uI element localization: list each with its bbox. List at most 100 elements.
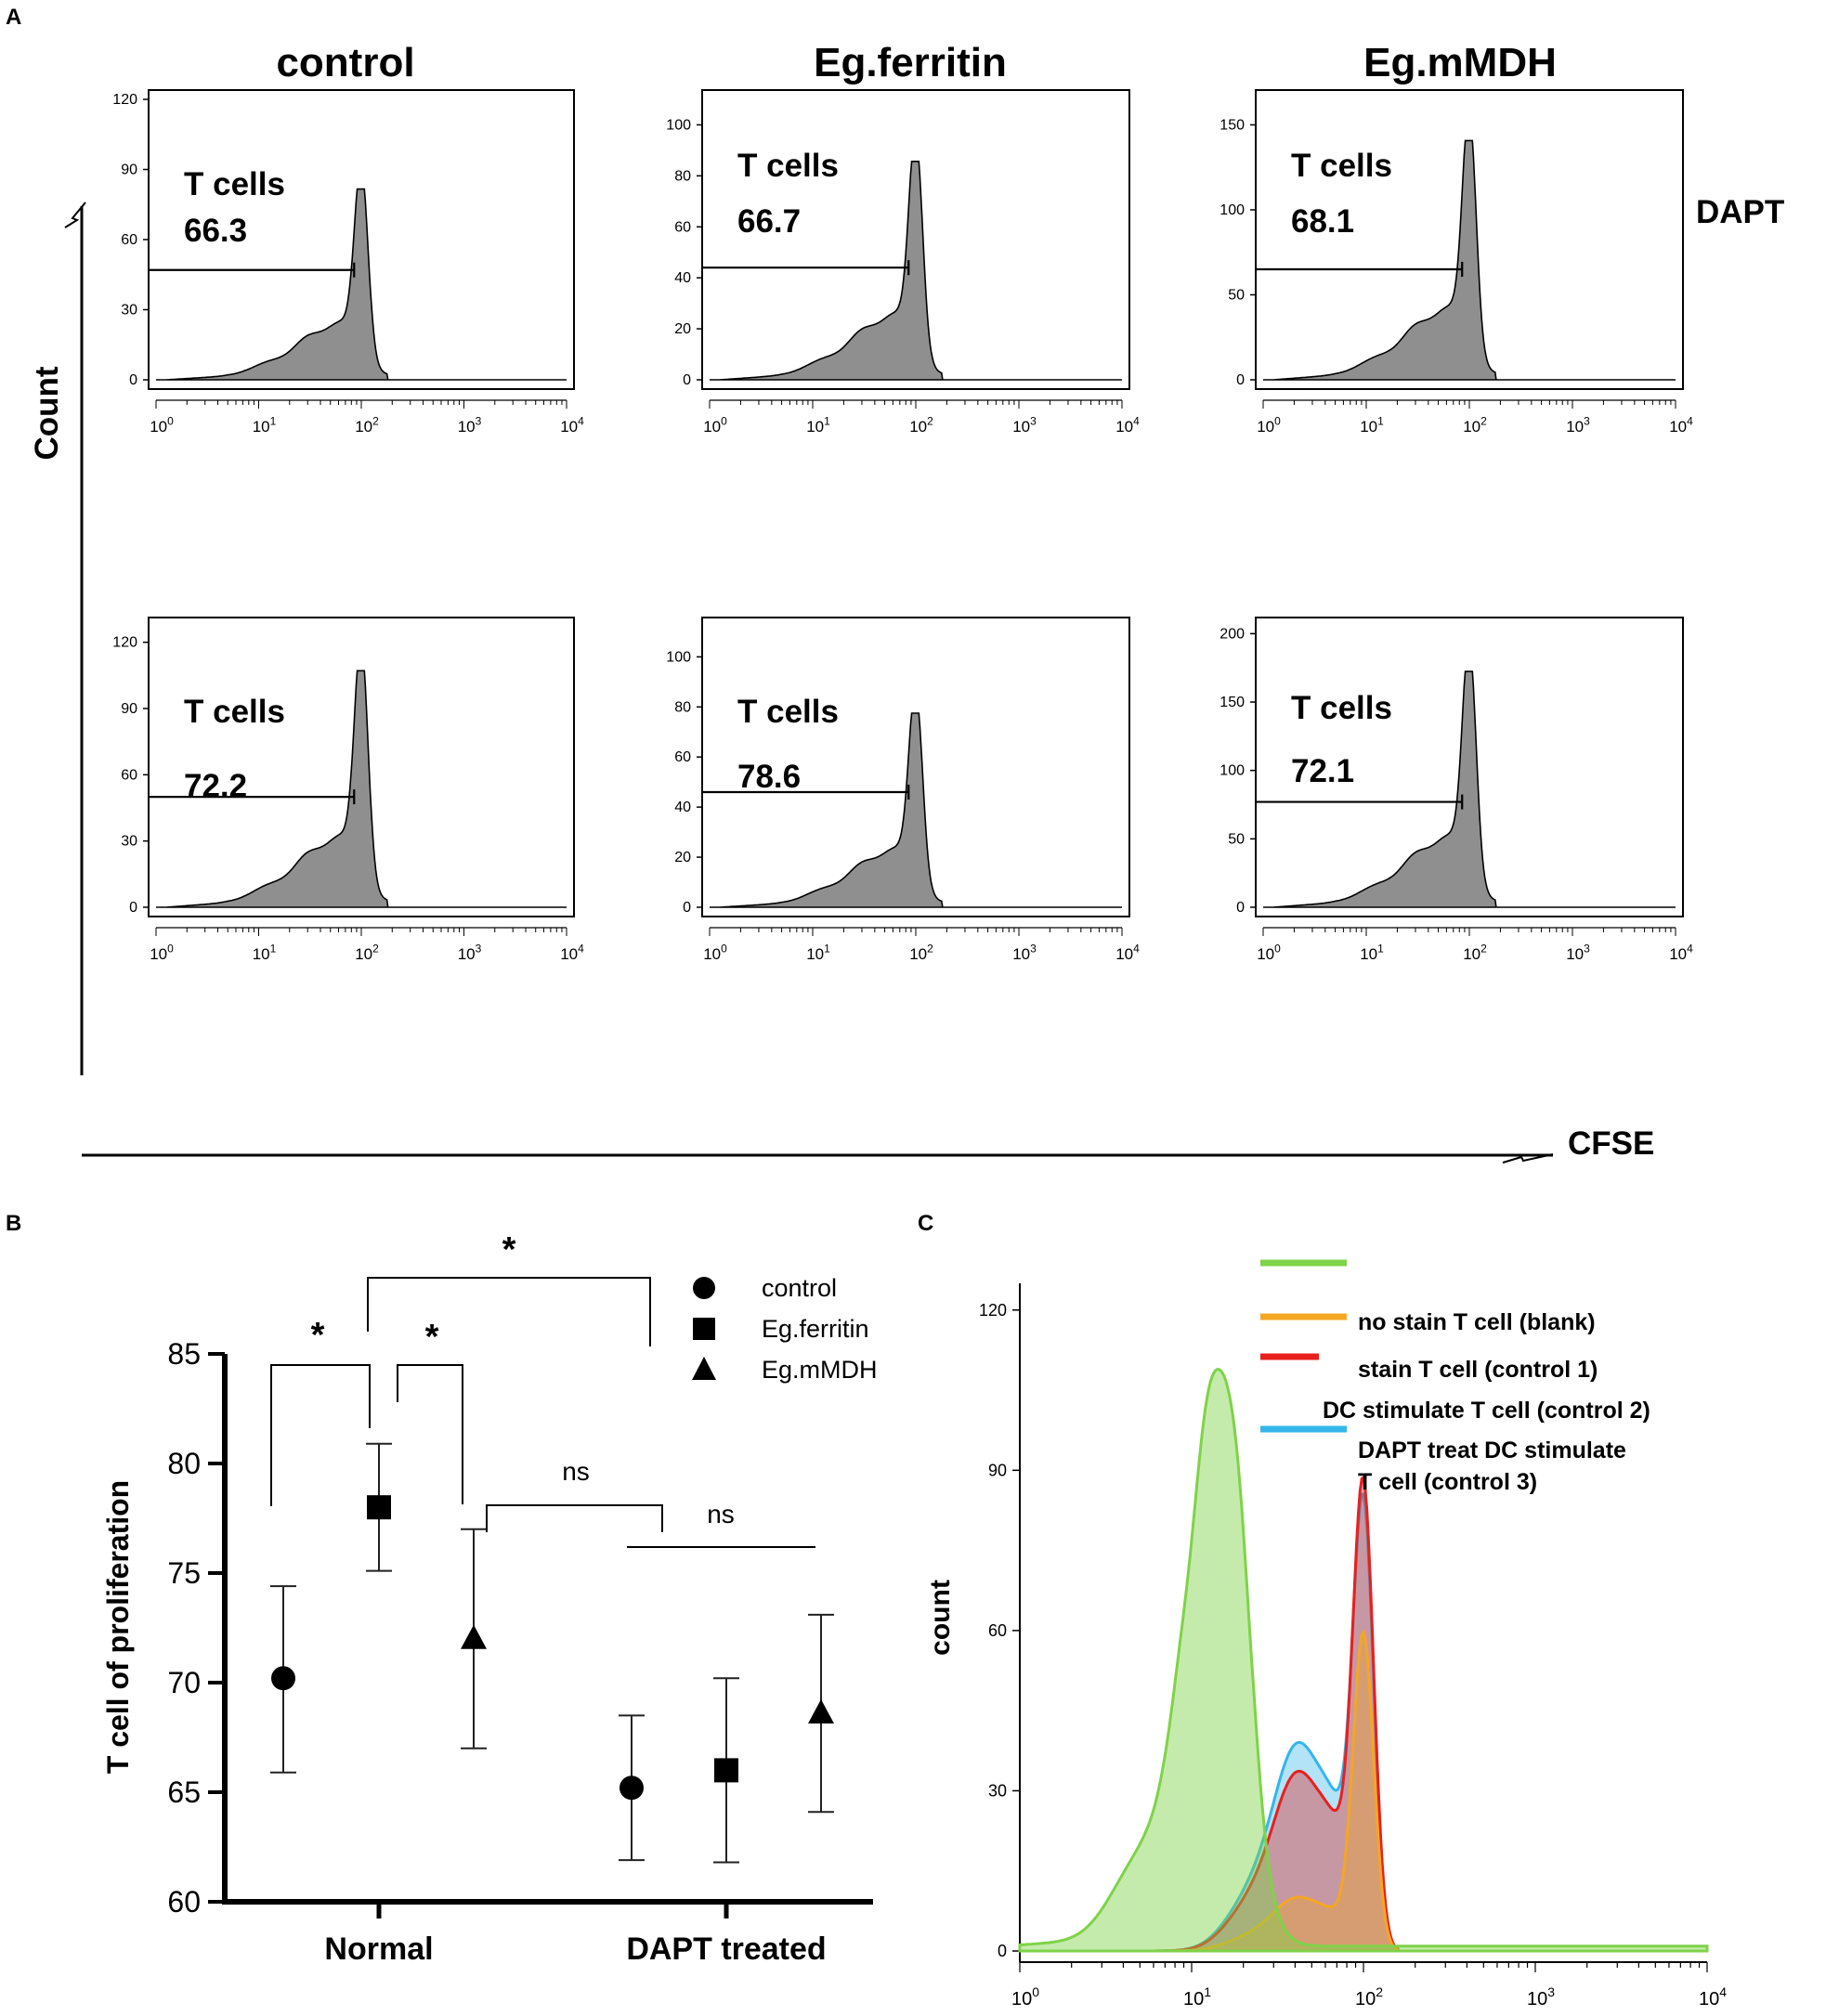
y-tick-label: 20 (674, 321, 691, 337)
y-tick-label: 40 (674, 800, 691, 815)
x-tick-label: 101 (1360, 414, 1384, 436)
y-tick-label: 60 (674, 219, 691, 235)
x-tick-label: 101 (1183, 1984, 1211, 2009)
x-tick-label: 100 (703, 942, 727, 963)
x-tick-label: 103 (458, 414, 482, 436)
x-group-label: Normal (324, 1931, 433, 1967)
y-tick-label: 75 (167, 1556, 201, 1590)
x-tick-label: 100 (1257, 414, 1281, 436)
x-tick-label: 102 (355, 942, 379, 963)
y-tick-label: 40 (674, 270, 691, 286)
x-tick-label: 102 (909, 414, 933, 436)
panel-a-y-axis (64, 202, 86, 1075)
y-tick-label: 50 (1228, 287, 1245, 303)
y-tick-label: 50 (1228, 831, 1245, 847)
bracket-ferritin-dapt (367, 1277, 651, 1346)
y-tick-label: 30 (121, 303, 137, 319)
bracket-control-ferritin (270, 1364, 371, 1506)
y-tick-label: 80 (674, 699, 691, 715)
x-tick-label: 104 (1669, 414, 1693, 436)
y-tick-label: 0 (129, 900, 137, 916)
gate-label: T cells (1291, 690, 1392, 726)
x-tick-label: 104 (1115, 414, 1140, 436)
panel-label-a: A (6, 5, 21, 30)
histogram-row1-eg-mmdh: 0 50 100 150 100 101 102 103 104 T cells 68.1 (1220, 89, 1693, 436)
column-title-eg-mmdh: Eg.mMDH (1363, 40, 1557, 85)
y-tick-label: 20 (674, 850, 691, 865)
x-tick-label: 101 (1360, 942, 1384, 963)
row-label-dapt: DAPT (1696, 194, 1784, 230)
y-tick-label: 80 (167, 1447, 201, 1480)
legend-marker-control (693, 1277, 715, 1299)
y-tick-label: 100 (666, 649, 691, 665)
y-tick-label: 100 (1220, 202, 1245, 218)
x-tick-label: 101 (253, 942, 277, 963)
y-tick-label: 0 (1236, 900, 1245, 916)
legend-label: Eg.ferritin (762, 1315, 869, 1343)
x-tick-label: 103 (1527, 1984, 1555, 2009)
panel-a-x-label: CFSE (1568, 1125, 1654, 1162)
x-tick-label: 101 (253, 414, 277, 436)
point-Eg.mMDH (808, 1699, 834, 1724)
y-tick-label: 100 (666, 117, 691, 133)
y-tick-label: 0 (998, 1942, 1007, 1960)
point-Eg.mMDH (461, 1624, 487, 1649)
gate-value: 72.2 (184, 768, 247, 804)
y-axis-title: count (925, 1580, 956, 1656)
y-tick-label: 60 (121, 232, 137, 248)
y-tick-label: 80 (674, 168, 691, 184)
legend-marker-eg-mmdh (692, 1357, 716, 1380)
column-title-eg-ferritin: Eg.ferritin (814, 40, 1007, 85)
y-tick-label: 0 (683, 372, 691, 388)
x-tick-label: 103 (458, 942, 482, 963)
sig-label: * (502, 1230, 516, 1269)
gate-label: T cells (737, 148, 839, 184)
x-tick-label: 100 (703, 414, 727, 436)
x-tick-label: 101 (806, 942, 830, 963)
histogram-area (156, 670, 567, 908)
histogram-row1-control: 0 30 60 90 120 100 101 102 103 104 T cells 66.3 (112, 89, 584, 436)
legend-label: DAPT treat DC stimulate (1358, 1437, 1626, 1463)
sig-label: * (425, 1318, 439, 1357)
x-tick-label: 102 (1463, 414, 1487, 436)
sig-label: ns (707, 1500, 735, 1528)
legend-label: DC stimulate T cell (control 2) (1323, 1398, 1650, 1424)
x-tick-label: 104 (1115, 942, 1140, 963)
y-tick-label: 30 (988, 1781, 1007, 1800)
y-tick-label: 120 (112, 635, 137, 651)
panel-b-chart: 60 65 70 75 80 85 T cell of proliferation Norma… (101, 1230, 878, 1967)
gate-value: 72.1 (1291, 753, 1354, 789)
x-tick-label: 101 (806, 414, 830, 436)
panel-a-x-axis (82, 1153, 1554, 1164)
x-tick-label: 103 (1566, 942, 1590, 963)
x-tick-label: 100 (150, 942, 174, 963)
y-tick-label: 200 (1220, 626, 1245, 642)
density-no stain T cell (blank) (1018, 1368, 1709, 1953)
gate-label: T cells (737, 694, 839, 730)
x-tick-label: 100 (1257, 942, 1281, 963)
y-tick-label: 0 (683, 900, 691, 916)
legend-label: no stain T cell (blank) (1358, 1309, 1596, 1335)
y-tick-label: 30 (121, 834, 137, 850)
y-tick-label: 90 (988, 1461, 1007, 1479)
x-tick-label: 104 (1669, 942, 1693, 963)
histogram-area (1263, 670, 1676, 908)
x-tick-label: 102 (909, 942, 933, 963)
y-tick-label: 150 (1220, 695, 1245, 710)
x-tick-label: 102 (355, 414, 379, 436)
y-tick-label: 90 (121, 163, 137, 178)
histogram-row2-eg-mmdh: 0 50 100 150 200 100 101 102 103 104 T cells 72.1 (1220, 617, 1693, 963)
y-tick-label: 60 (674, 749, 691, 765)
sig-label: * (311, 1316, 325, 1355)
point-control (271, 1666, 295, 1691)
gate-value: 68.1 (1291, 203, 1354, 240)
point-Eg.ferritin (367, 1495, 391, 1520)
y-tick-label: 70 (167, 1666, 201, 1699)
y-tick-label: 60 (167, 1885, 201, 1918)
histogram-row1-eg-ferritin: 0 20 40 60 80 100 100 101 102 103 104 T cells 66.7 (666, 89, 1140, 436)
sig-label: ns (562, 1457, 590, 1486)
x-tick-label: 103 (1012, 942, 1037, 963)
histogram-frame (701, 617, 1130, 917)
histogram-row2-eg-ferritin: 0 20 40 60 80 100 100 101 102 103 104 T cells 78.6 (666, 617, 1140, 963)
panel-label-c: C (918, 1211, 933, 1236)
